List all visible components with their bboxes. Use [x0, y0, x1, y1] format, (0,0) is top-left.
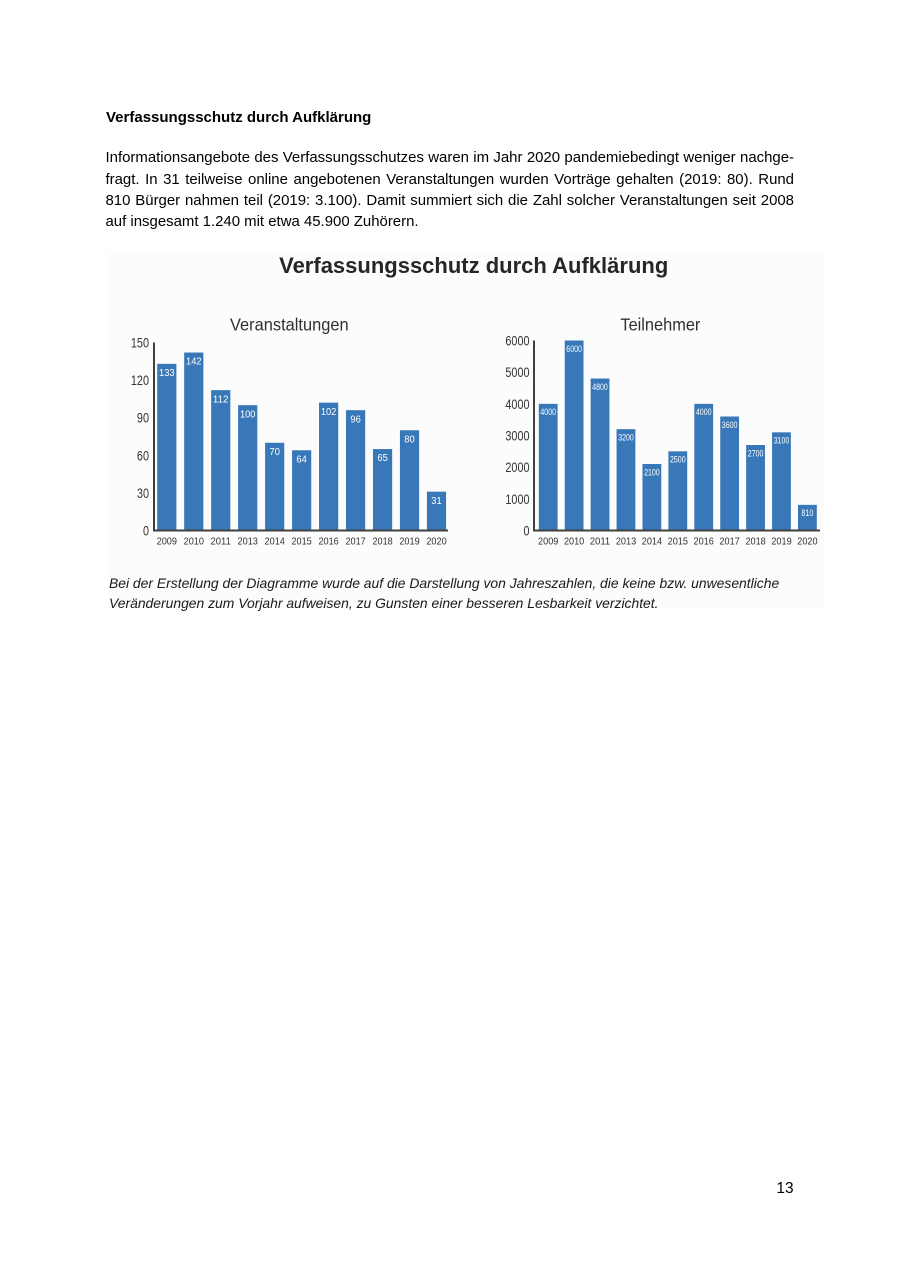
svg-text:2014: 2014	[265, 535, 285, 547]
svg-text:90: 90	[137, 410, 149, 426]
svg-text:4000: 4000	[696, 407, 712, 417]
svg-text:Teilnehmer: Teilnehmer	[620, 315, 700, 335]
svg-text:2011: 2011	[590, 535, 610, 547]
svg-text:2017: 2017	[719, 535, 739, 547]
svg-text:6000: 6000	[566, 344, 582, 354]
svg-text:2017: 2017	[345, 535, 365, 547]
svg-text:2019: 2019	[771, 535, 791, 547]
svg-text:2011: 2011	[211, 535, 231, 547]
svg-text:60: 60	[137, 447, 149, 463]
svg-text:133: 133	[159, 368, 175, 379]
svg-text:70: 70	[270, 447, 281, 458]
svg-text:3100: 3100	[774, 436, 790, 446]
svg-text:80: 80	[404, 434, 415, 445]
svg-text:2500: 2500	[670, 455, 686, 465]
svg-text:2020: 2020	[797, 535, 817, 547]
svg-text:2010: 2010	[564, 535, 584, 547]
svg-text:0: 0	[524, 523, 530, 539]
svg-text:2000: 2000	[505, 459, 529, 475]
svg-text:5000: 5000	[505, 364, 529, 380]
svg-text:6000: 6000	[505, 333, 529, 349]
svg-text:2016: 2016	[318, 535, 338, 547]
svg-text:3000: 3000	[505, 428, 529, 444]
svg-text:1000: 1000	[505, 491, 529, 507]
svg-text:Veranstaltungen: Veranstaltungen	[230, 315, 349, 335]
svg-text:64: 64	[296, 455, 307, 466]
svg-text:3600: 3600	[722, 420, 738, 430]
svg-text:96: 96	[350, 414, 360, 425]
svg-text:2020: 2020	[426, 535, 446, 547]
svg-text:2018: 2018	[372, 535, 392, 547]
svg-text:810: 810	[802, 508, 814, 518]
svg-text:142: 142	[186, 357, 202, 368]
svg-text:4000: 4000	[505, 396, 529, 412]
svg-text:65: 65	[377, 453, 387, 464]
svg-text:2013: 2013	[238, 535, 258, 547]
svg-text:2100: 2100	[644, 467, 660, 477]
svg-text:4800: 4800	[592, 382, 608, 392]
svg-text:4000: 4000	[540, 407, 556, 417]
svg-text:100: 100	[240, 409, 256, 420]
svg-text:3200: 3200	[618, 433, 634, 443]
svg-text:2009: 2009	[157, 535, 177, 547]
svg-text:2010: 2010	[184, 535, 204, 547]
svg-text:2009: 2009	[538, 535, 558, 547]
svg-text:2015: 2015	[291, 535, 311, 547]
svg-text:Verfassungsschutz durch Aufklä: Verfassungsschutz durch Aufklärung	[279, 253, 668, 278]
svg-text:112: 112	[213, 394, 229, 405]
svg-text:2019: 2019	[399, 535, 419, 547]
svg-text:2015: 2015	[668, 535, 688, 547]
svg-text:31: 31	[431, 496, 441, 507]
svg-text:30: 30	[137, 485, 149, 501]
svg-text:2018: 2018	[745, 535, 765, 547]
svg-text:2016: 2016	[694, 535, 714, 547]
svg-text:150: 150	[131, 335, 149, 351]
svg-text:2700: 2700	[748, 448, 764, 458]
svg-text:120: 120	[131, 372, 149, 388]
svg-text:2014: 2014	[642, 535, 662, 547]
svg-text:0: 0	[143, 523, 149, 539]
svg-text:2013: 2013	[616, 535, 636, 547]
svg-text:102: 102	[321, 407, 337, 418]
